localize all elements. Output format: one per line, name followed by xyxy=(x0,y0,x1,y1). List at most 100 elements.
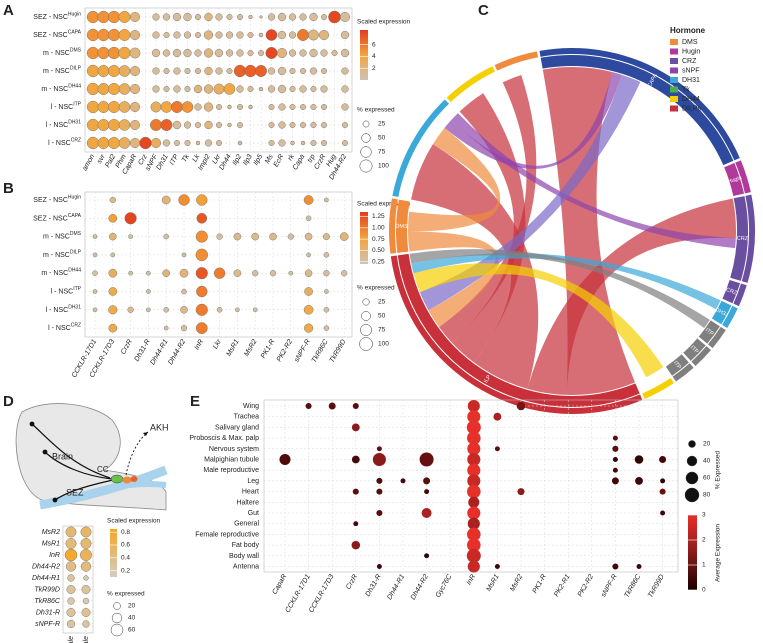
arrow-head xyxy=(143,432,148,436)
dot xyxy=(289,68,296,74)
x-tick-label: CCKLR-17D3 xyxy=(308,573,336,614)
chord-arc xyxy=(691,346,711,367)
dot xyxy=(97,137,110,149)
row-name: Body wall xyxy=(229,553,259,560)
dot xyxy=(612,563,619,570)
y-tick-label: Body wall xyxy=(229,553,259,560)
row-superscript: DILP xyxy=(70,250,82,256)
dot xyxy=(268,104,275,110)
label-cc: CC xyxy=(97,465,109,474)
color-tick-label: 1.25 xyxy=(372,213,385,220)
dot xyxy=(342,140,348,146)
dot xyxy=(203,84,214,94)
dot xyxy=(304,269,313,277)
row-name: MsR2 xyxy=(42,529,60,536)
row-name: l - NSC xyxy=(46,307,69,314)
dot xyxy=(297,29,309,41)
y-tick-label: Dh31-R xyxy=(36,609,60,616)
dot xyxy=(324,289,329,294)
row-name: m - NSC xyxy=(41,86,68,93)
dot xyxy=(108,287,118,296)
dot xyxy=(184,140,191,146)
dot xyxy=(163,325,169,331)
size-legend-label: 25 xyxy=(378,299,386,306)
dot xyxy=(247,32,254,38)
dot xyxy=(467,527,481,542)
chord-ribbon xyxy=(408,231,499,328)
dot xyxy=(258,32,264,38)
dot xyxy=(233,64,247,78)
y-tick-label: InR xyxy=(49,552,60,559)
dot xyxy=(150,137,162,149)
size-legend-title: % Expressed xyxy=(715,450,722,489)
dot xyxy=(160,119,173,131)
legend-swatch xyxy=(670,67,678,74)
dot xyxy=(64,548,78,562)
dot xyxy=(424,489,430,495)
soma xyxy=(42,449,48,455)
dot xyxy=(467,399,480,413)
dot xyxy=(237,140,243,146)
color-tick-label: 0.75 xyxy=(372,236,385,243)
x-tick-label: sNPF-R xyxy=(600,573,619,598)
y-tick-label: SEZ - NSCHugin xyxy=(33,195,81,204)
size-legend-dot xyxy=(110,623,124,637)
akh-cell xyxy=(122,476,132,484)
dot xyxy=(279,453,291,466)
dot xyxy=(278,139,286,147)
row-name: SEZ - NSC xyxy=(33,14,68,21)
color-tick-label: 2 xyxy=(372,65,376,72)
dot xyxy=(195,68,201,74)
dot xyxy=(309,67,318,75)
color-tick-label: 0.2 xyxy=(121,567,130,574)
row-name: sNPF-R xyxy=(35,621,60,628)
dot xyxy=(376,509,383,517)
row-name: Dh44-R2 xyxy=(32,563,60,570)
dot xyxy=(252,307,258,313)
dot xyxy=(118,29,131,41)
row-name: Trachea xyxy=(234,414,260,421)
dot xyxy=(204,120,213,130)
dot xyxy=(181,288,187,295)
dot xyxy=(118,83,131,95)
dot xyxy=(310,140,317,146)
row-superscript: CAPA xyxy=(68,213,82,219)
row-name: Female reproductive xyxy=(195,531,259,538)
dot xyxy=(237,14,243,20)
row-name: m - NSC xyxy=(43,252,70,259)
y-tick-label: sNPF-R xyxy=(35,621,60,628)
x-tick-label: female xyxy=(68,636,75,643)
y-tick-label: Female reproductive xyxy=(195,531,259,538)
x-tick-label: CapaR xyxy=(271,573,288,595)
dot xyxy=(351,540,361,550)
chord-label-band xyxy=(540,54,734,166)
row-name: General xyxy=(234,521,259,528)
dot xyxy=(129,11,141,23)
size-legend-dot xyxy=(360,146,372,158)
y-tick-label: Antenna xyxy=(233,563,259,570)
row-name: Fat body xyxy=(232,542,260,549)
dot xyxy=(467,484,481,499)
y-tick-label: Proboscis & Max. palp xyxy=(189,435,259,442)
dot xyxy=(321,140,327,146)
dot xyxy=(323,307,330,313)
x-tick-label: Ilp3 xyxy=(242,153,254,166)
dot xyxy=(110,252,116,258)
x-tick-label: InR xyxy=(194,338,206,351)
dot xyxy=(467,474,481,488)
color-tick-label: 0.25 xyxy=(372,258,385,265)
dot xyxy=(108,119,120,131)
dot xyxy=(352,488,359,495)
dot xyxy=(109,232,117,241)
chord-ribbon xyxy=(439,75,537,343)
x-tick-label: Dh44-R1 xyxy=(386,573,406,601)
dot xyxy=(146,307,151,313)
row-name: MsR1 xyxy=(42,540,60,547)
color-legend-title: Average Expression xyxy=(715,524,722,582)
x-tick-label: Ilp2 xyxy=(232,153,244,166)
dot xyxy=(310,122,317,128)
dot xyxy=(300,68,306,74)
dot xyxy=(214,48,224,58)
x-tick-label: TkR99D xyxy=(647,573,666,599)
dot xyxy=(139,136,152,150)
